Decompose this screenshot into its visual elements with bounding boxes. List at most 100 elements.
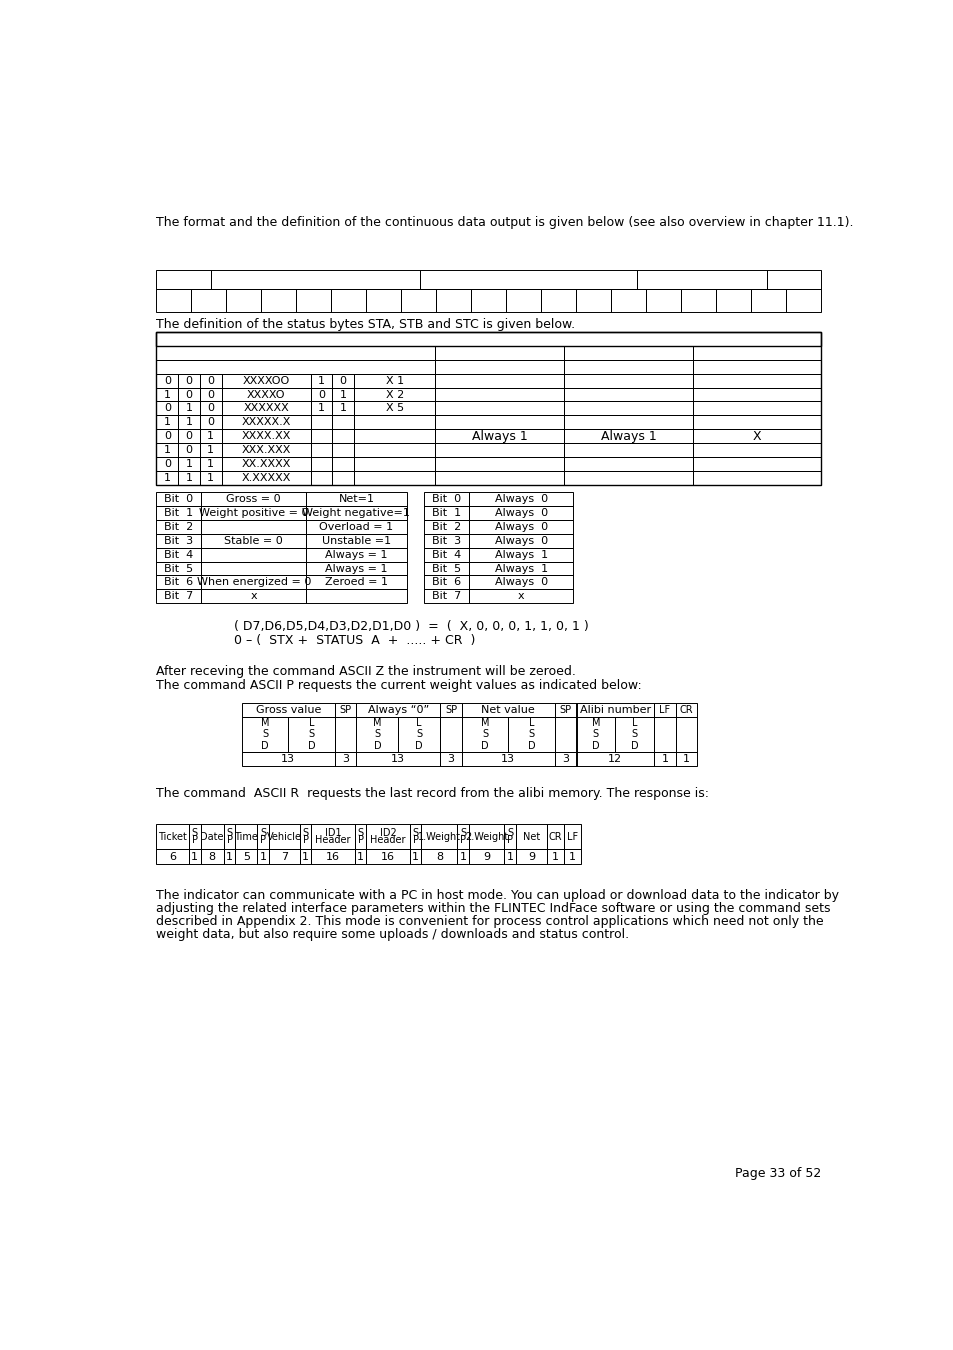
Text: Bit  4: Bit 4 [164, 549, 193, 560]
Text: Bit  3: Bit 3 [432, 536, 460, 545]
Bar [156, 493, 201, 506]
Bar [637, 270, 766, 289]
Bar [221, 416, 311, 429]
Bar [189, 825, 200, 849]
Bar [456, 849, 468, 864]
Text: XXXXXX: XXXXXX [243, 404, 289, 413]
Text: Zeroed = 1: Zeroed = 1 [325, 578, 388, 587]
Text: When energized = 0: When energized = 0 [196, 578, 311, 587]
Bar [156, 575, 201, 590]
Text: S: S [259, 828, 266, 837]
Text: 3: 3 [447, 753, 454, 764]
Bar [435, 346, 563, 360]
Bar [178, 471, 199, 485]
Bar [235, 849, 257, 864]
Bar [439, 752, 461, 765]
Text: Net: Net [522, 832, 539, 841]
Text: 1: 1 [412, 852, 418, 861]
Text: 5: 5 [243, 852, 250, 861]
Bar [366, 825, 410, 849]
Bar [355, 825, 366, 849]
Bar [401, 289, 436, 312]
Text: XX.XXXX: XX.XXXX [241, 459, 291, 468]
Bar [692, 360, 821, 374]
Bar [435, 416, 563, 429]
Text: 1: 1 [682, 753, 689, 764]
Bar [257, 849, 269, 864]
Bar [654, 717, 675, 752]
Text: 1: 1 [185, 404, 193, 413]
Bar [156, 416, 178, 429]
Bar [296, 289, 331, 312]
Bar [156, 533, 201, 548]
Text: 1: 1 [164, 417, 171, 427]
Text: M
S
D: M S D [260, 718, 269, 751]
Bar [435, 360, 563, 374]
Bar [156, 387, 178, 401]
Bar [675, 717, 697, 752]
Bar [311, 471, 332, 485]
Bar [354, 456, 435, 471]
Bar [468, 825, 504, 849]
Bar [178, 387, 199, 401]
Bar [178, 374, 199, 387]
Bar [306, 575, 406, 590]
Text: Date: Date [200, 832, 224, 841]
Bar [692, 416, 821, 429]
Bar [354, 374, 435, 387]
Bar [156, 346, 435, 360]
Text: P: P [260, 836, 266, 845]
Text: Bit  4: Bit 4 [431, 549, 460, 560]
Bar [257, 825, 269, 849]
Text: 0: 0 [164, 404, 171, 413]
Bar [435, 443, 563, 456]
Bar [332, 429, 354, 443]
Bar [221, 374, 311, 387]
Text: XXXXO: XXXXO [247, 390, 285, 400]
Bar [211, 270, 419, 289]
Bar [555, 703, 576, 717]
Text: 1: 1 [317, 404, 325, 413]
Bar [461, 717, 508, 752]
Text: XXXX.XX: XXXX.XX [241, 431, 291, 441]
Bar [199, 401, 221, 416]
Bar [178, 456, 199, 471]
Text: The command  ASCII R  requests the last record from the alibi memory. The respon: The command ASCII R requests the last re… [156, 787, 709, 801]
Bar [675, 703, 697, 717]
Text: 6: 6 [169, 852, 176, 861]
Bar [156, 849, 189, 864]
Text: 0: 0 [164, 459, 171, 468]
Text: S: S [507, 828, 513, 837]
Text: L
S
D: L S D [415, 718, 422, 751]
Text: S: S [302, 828, 309, 837]
Bar [410, 825, 421, 849]
Bar [423, 520, 468, 533]
Text: weight data, but also require some uploads / downloads and status control.: weight data, but also require some uploa… [156, 929, 629, 941]
Text: M
S
D: M S D [480, 718, 489, 751]
Text: 0: 0 [317, 390, 325, 400]
Text: SP: SP [559, 705, 571, 716]
Text: 9: 9 [527, 852, 535, 861]
Bar [468, 533, 573, 548]
Bar [201, 562, 306, 575]
Bar [439, 717, 461, 752]
Text: P: P [459, 836, 465, 845]
Text: 3: 3 [342, 753, 349, 764]
Bar [354, 416, 435, 429]
Bar [221, 443, 311, 456]
Bar [356, 703, 439, 717]
Bar [200, 849, 224, 864]
Text: 0: 0 [185, 431, 193, 441]
Text: Bit  1: Bit 1 [432, 508, 460, 518]
Text: LF: LF [566, 832, 578, 841]
Bar [311, 401, 332, 416]
Text: Unstable =1: Unstable =1 [321, 536, 391, 545]
Bar [692, 401, 821, 416]
Bar [332, 443, 354, 456]
Bar [423, 590, 468, 603]
Text: P: P [227, 836, 233, 845]
Text: Alibi number: Alibi number [579, 705, 650, 716]
Text: Header: Header [370, 836, 405, 845]
Text: 13: 13 [500, 753, 515, 764]
Text: 13: 13 [281, 753, 294, 764]
